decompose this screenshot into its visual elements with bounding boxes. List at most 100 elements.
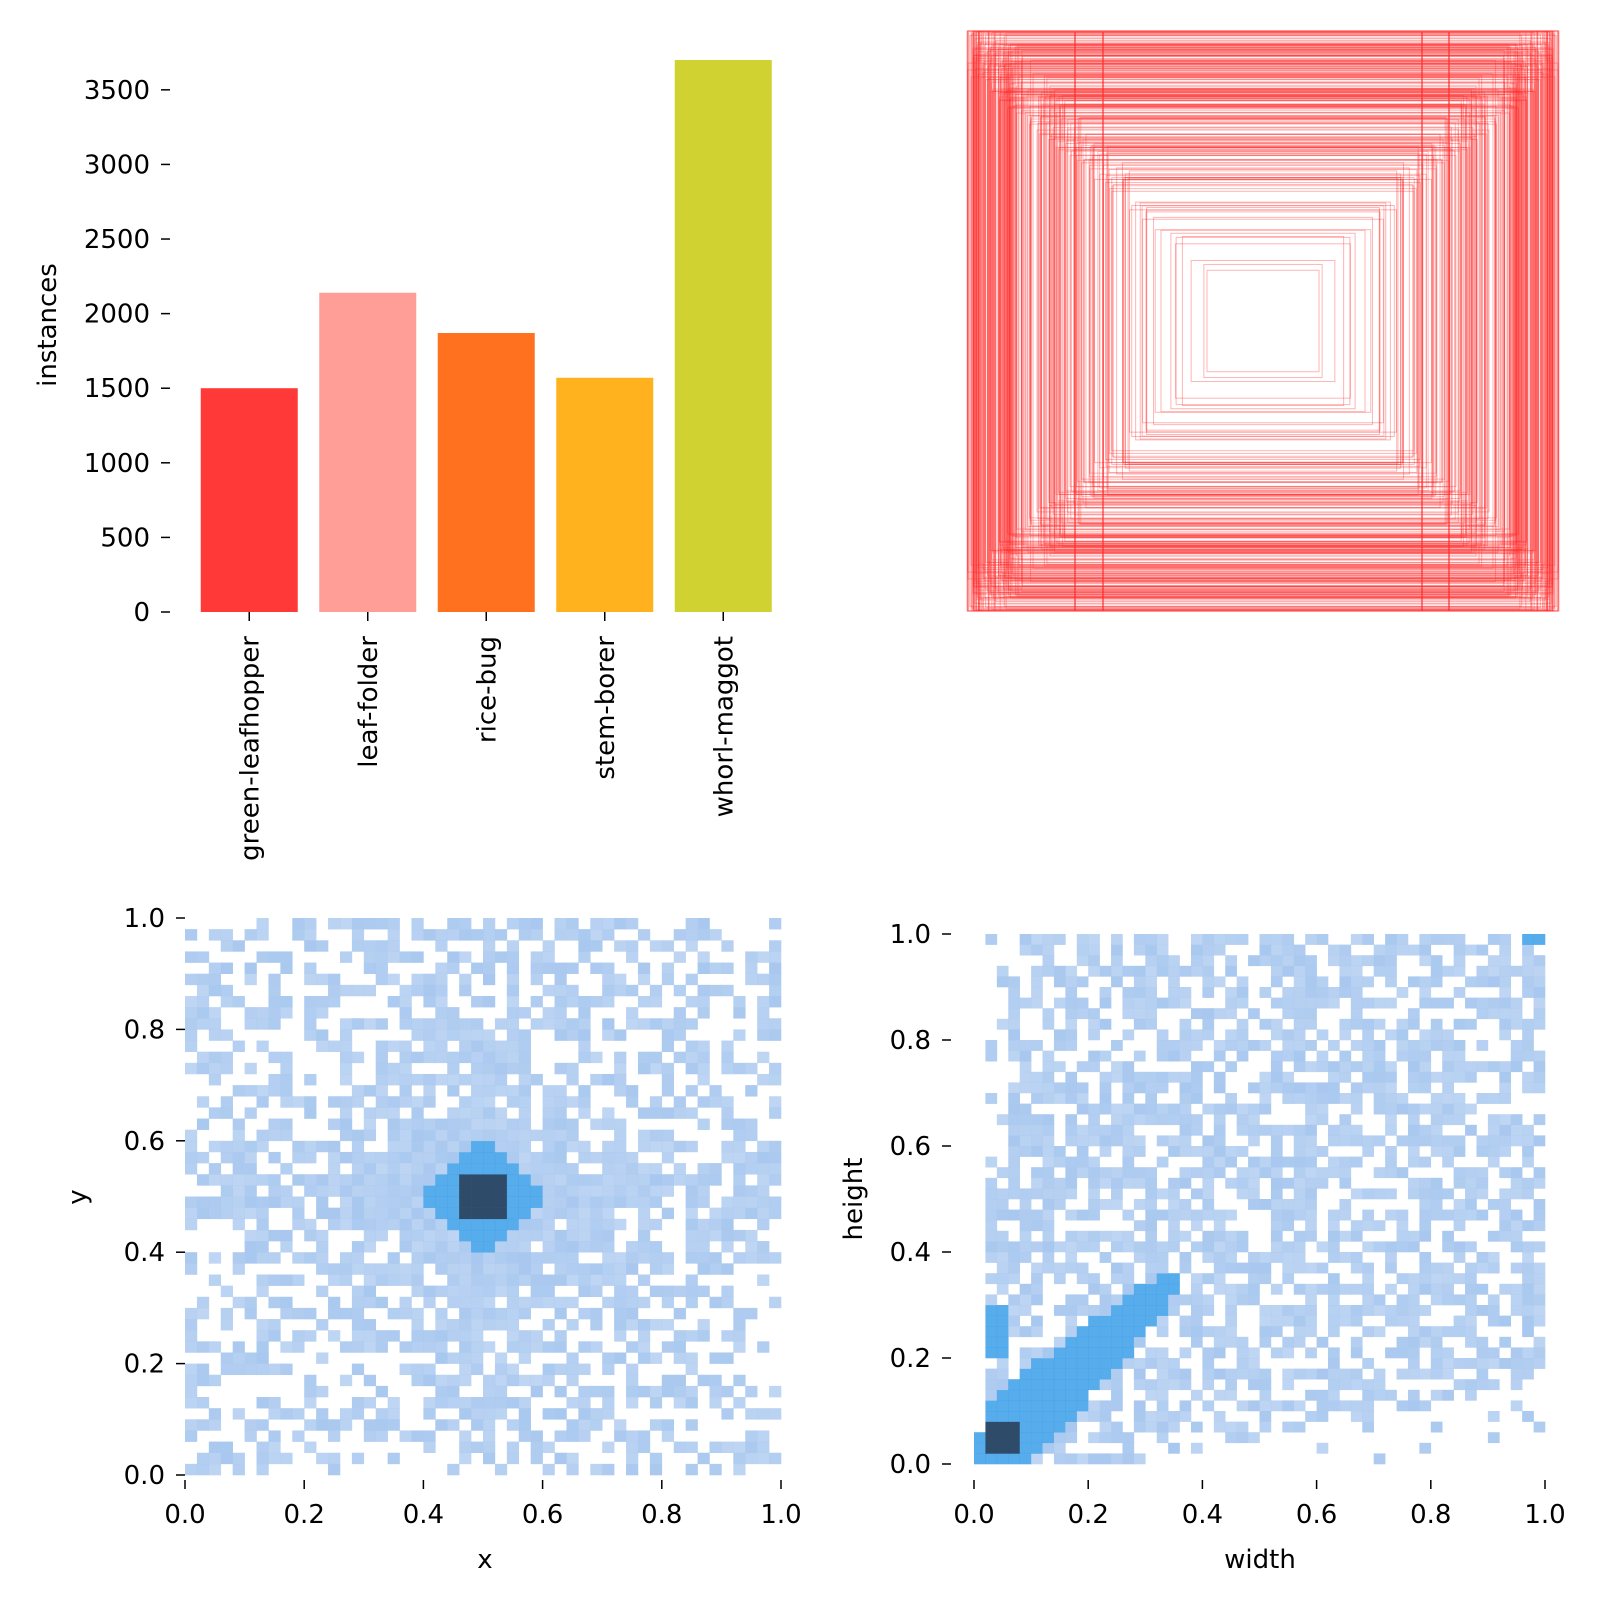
box-outline — [979, 42, 1547, 600]
heatmap-cell — [1225, 987, 1237, 998]
heatmap-cell — [1111, 1199, 1123, 1210]
heatmap-cell — [542, 1363, 555, 1376]
heatmap-cell — [996, 1421, 1009, 1433]
heatmap-cell — [614, 940, 627, 952]
heatmap-cell — [637, 1218, 651, 1231]
heatmap-cell — [1476, 1093, 1489, 1104]
heatmap-cell — [1225, 1061, 1237, 1073]
heatmap-cell — [602, 1241, 615, 1253]
heatmap-cell — [292, 1252, 305, 1264]
box-outline — [1010, 71, 1516, 571]
heatmap-cell — [1259, 1368, 1272, 1380]
heatmap-cell — [733, 1452, 746, 1465]
heatmap-cell — [637, 1341, 651, 1353]
box-outline — [980, 76, 1546, 566]
heatmap-cell — [637, 1207, 651, 1220]
heatmap-cell — [1122, 1103, 1135, 1115]
heatmap-cell — [423, 1374, 436, 1387]
heatmap-cell — [554, 1163, 567, 1175]
heatmap-cell — [292, 1430, 305, 1442]
heatmap-cell — [1430, 1262, 1443, 1274]
heatmap-cell — [542, 1285, 555, 1298]
heatmap-cell — [542, 1374, 555, 1387]
heatmap-cell — [673, 1096, 686, 1108]
heatmap-cell — [1305, 976, 1317, 988]
heatmap-cell — [757, 1207, 770, 1220]
heatmap-cell — [697, 1118, 710, 1130]
heatmap-cell — [1487, 997, 1500, 1009]
heatmap-cell — [375, 1419, 388, 1431]
heatmap-cell — [1419, 944, 1432, 956]
heatmap-cell — [459, 1352, 472, 1364]
box-outline — [1089, 168, 1437, 474]
heatmap-cell — [542, 1341, 555, 1353]
heatmap-cell — [304, 1174, 317, 1186]
heatmap-cell — [1168, 1220, 1180, 1232]
heatmap-cell — [1419, 1135, 1432, 1147]
heatmap-cell — [339, 1051, 353, 1064]
heatmap-cell — [1407, 1156, 1420, 1168]
heatmap-cell — [423, 1151, 436, 1164]
heatmap-cell — [351, 1330, 365, 1342]
heatmap-cell — [220, 1096, 233, 1108]
heatmap-cell — [685, 1040, 698, 1052]
heatmap-cell — [506, 1018, 520, 1030]
heatmap-cell — [220, 1307, 233, 1320]
heatmap-cell — [363, 1174, 377, 1186]
heatmap-cell — [1145, 1358, 1158, 1369]
heatmap-cell — [1396, 1050, 1409, 1062]
heatmap-cell — [1042, 934, 1055, 945]
heatmap-cell — [1156, 1156, 1169, 1168]
box-outline — [972, 30, 1554, 612]
heatmap-cell — [328, 1151, 341, 1164]
heatmap-cell — [447, 1285, 460, 1298]
heatmap-cell — [1008, 1262, 1020, 1274]
heatmap-cell — [673, 1352, 686, 1364]
heatmap-cell — [1282, 1040, 1295, 1051]
heatmap-cell — [1465, 1199, 1477, 1210]
heatmap-cell — [1168, 976, 1180, 988]
heatmap-cell — [1339, 1379, 1352, 1391]
box-outline — [978, 30, 1548, 612]
heatmap-cell — [1533, 1358, 1546, 1369]
heatmap-cell — [435, 962, 448, 974]
heatmap-cell — [1293, 1082, 1306, 1094]
box-outline — [1040, 92, 1486, 550]
heatmap-cell — [1053, 1305, 1066, 1316]
heatmap-cell — [1430, 1040, 1443, 1051]
heatmap-cell — [614, 984, 627, 997]
heatmap-cell — [1111, 1061, 1123, 1073]
heatmap-cell — [506, 1129, 520, 1142]
heatmap-cell — [985, 1368, 998, 1380]
heatmap-cell — [578, 940, 591, 952]
heatmap-cell — [1065, 1453, 1078, 1465]
heatmap-cell — [1430, 965, 1443, 977]
box-outline — [1142, 218, 1384, 424]
heatmap-cell — [196, 1196, 210, 1208]
heatmap-cell — [1270, 1135, 1283, 1147]
heatmap-cell — [649, 1018, 663, 1030]
heatmap-cell — [399, 1307, 412, 1320]
heatmap-cell — [733, 1151, 746, 1164]
heatmap-cell — [637, 973, 651, 986]
heatmap-cell — [1202, 1061, 1215, 1073]
heatmap-cell — [1293, 1188, 1306, 1200]
heatmap-cell — [661, 973, 675, 986]
heatmap-cell — [351, 1285, 365, 1298]
box-outline — [1029, 123, 1497, 519]
heatmap-cell — [697, 1374, 710, 1387]
heatmap-cell — [506, 1140, 520, 1153]
heatmap-cell — [542, 1196, 555, 1208]
heatmap-cell — [363, 1129, 377, 1142]
heatmap-cell — [483, 1196, 496, 1208]
heatmap-cell — [685, 1018, 698, 1030]
heatmap-cell — [614, 1218, 627, 1231]
heatmap-cell — [1065, 976, 1078, 988]
heatmap-cell — [518, 1174, 531, 1186]
heatmap-cell — [1031, 1241, 1043, 1253]
heatmap-cell — [1270, 1400, 1283, 1412]
heatmap-cell — [1225, 1209, 1237, 1221]
heatmap-cell — [1076, 944, 1089, 956]
heatmap-cell — [196, 1118, 210, 1130]
heatmap-cell — [1407, 1347, 1420, 1359]
